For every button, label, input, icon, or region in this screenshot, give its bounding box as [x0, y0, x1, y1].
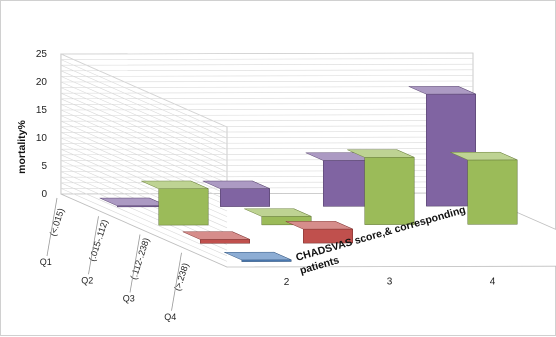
row-label: (<.015)	[48, 207, 66, 237]
category-label: 3	[387, 277, 393, 288]
bar-top	[141, 180, 209, 189]
gridline	[60, 125, 474, 201]
row-group-label: Q4	[164, 312, 176, 322]
row-separator	[46, 197, 58, 257]
bar-top	[408, 86, 476, 95]
y-tick-label: 10	[36, 133, 48, 144]
category-labels: 234≥5	[284, 276, 496, 288]
row-label: (.015-.112)	[87, 218, 110, 262]
bar-top	[182, 231, 250, 240]
bar-top	[99, 197, 167, 207]
bar-top	[224, 251, 292, 261]
gridline	[60, 114, 474, 189]
bar	[224, 251, 292, 262]
y-tick-labels: 0 5 10 15 20 25	[36, 49, 48, 200]
y-tick-label: 20	[36, 77, 48, 88]
gridline	[60, 119, 474, 195]
gridline	[60, 75, 474, 150]
gridline	[60, 52, 474, 128]
bar	[182, 231, 250, 244]
gridline	[60, 80, 474, 156]
row-group-label: Q1	[40, 257, 52, 267]
bar	[141, 180, 209, 226]
gridline	[60, 108, 474, 184]
bar-front	[219, 188, 270, 207]
bar	[450, 151, 518, 225]
bar	[202, 180, 270, 207]
row-group-label: Q3	[123, 294, 135, 304]
bar-top	[347, 149, 415, 158]
y-axis-label: mortality%	[16, 120, 28, 174]
y-tick-label: 0	[41, 189, 47, 200]
row-label: (.112-.238)	[128, 237, 151, 281]
category-label: 2	[284, 277, 290, 288]
gridline	[60, 63, 474, 139]
bar-top	[244, 208, 312, 217]
row-group-label: Q2	[81, 275, 93, 285]
gridline	[60, 58, 474, 133]
bar	[347, 149, 415, 225]
bars	[99, 85, 518, 262]
bar	[285, 220, 353, 244]
bar-top	[285, 221, 353, 230]
gridline	[60, 86, 474, 161]
y-tick-label: 5	[41, 161, 47, 172]
y-tick-label: 25	[36, 49, 48, 60]
bar-top	[202, 180, 270, 189]
y-tick-label: 15	[36, 105, 48, 116]
gridline	[60, 69, 474, 145]
row-separator	[129, 234, 141, 293]
bar-top	[450, 151, 518, 161]
bar-front	[467, 159, 518, 225]
gridline	[60, 97, 474, 173]
row-label: (>.238)	[172, 262, 190, 292]
row-separator	[88, 216, 99, 275]
gridline	[60, 91, 474, 167]
gridline	[60, 103, 474, 178]
row-separator	[171, 252, 182, 311]
bar-front	[158, 188, 209, 226]
bar-front	[199, 239, 250, 244]
category-label: 4	[490, 276, 496, 287]
bar-front	[364, 157, 415, 225]
